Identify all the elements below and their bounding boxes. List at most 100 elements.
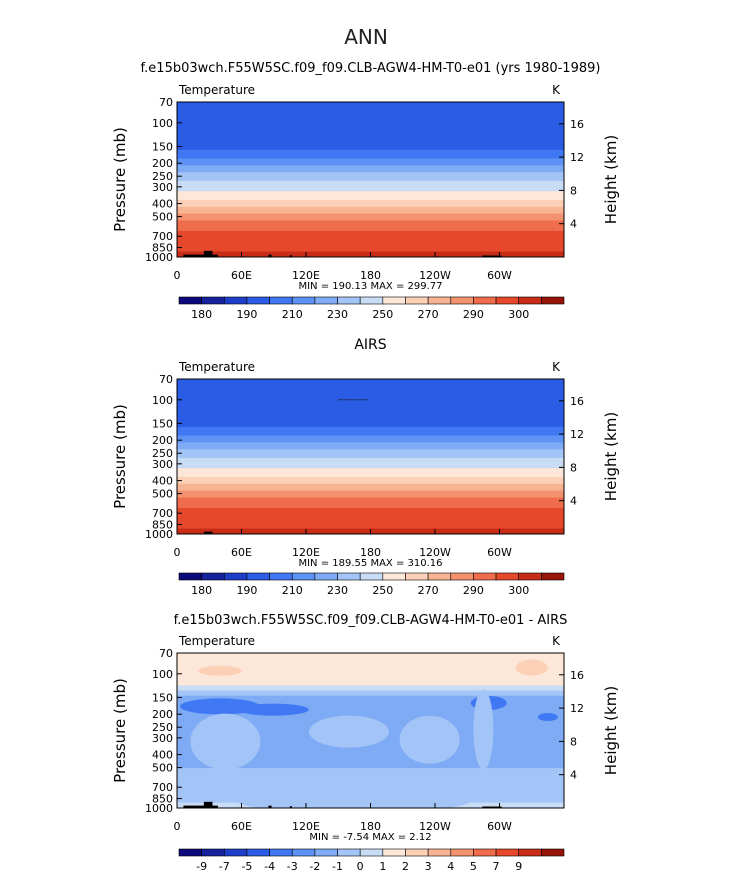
units-label: K: [552, 634, 561, 648]
colorbar-box: [246, 296, 270, 305]
y-tick-label: 300: [152, 732, 173, 745]
colorbar-label: -5: [241, 860, 252, 872]
colorbar-box: [201, 848, 225, 857]
terrain-2: [203, 250, 213, 257]
colorbar-label: 250: [372, 308, 393, 321]
contour-fill: [177, 653, 564, 808]
y-tick-label: 700: [152, 507, 173, 520]
y-axis-label-right: Height (km): [602, 135, 620, 224]
x-tick-label: 60E: [231, 546, 252, 559]
colorbar-box: [201, 296, 225, 305]
colorbar-box: [359, 296, 384, 305]
colorbar-box: [450, 296, 474, 305]
height-tick-label: 16: [570, 395, 584, 408]
colorbar-label: 180: [191, 308, 212, 321]
colorbar-label: 250: [372, 584, 393, 597]
variable-label: Temperature: [178, 83, 255, 97]
x-tick-label: 120E: [292, 546, 320, 559]
x-tick-label: 60W: [487, 269, 512, 282]
colorbar-box: [541, 296, 565, 305]
colorbar: 180 190 210 230 250 270 290 300: [178, 296, 565, 321]
colorbar-label: 230: [327, 308, 348, 321]
y-tick-label: 300: [152, 458, 173, 471]
x-tick-label: 180: [360, 269, 381, 282]
colorbar-box: [201, 572, 225, 581]
x-tick-label: 180: [360, 820, 381, 833]
y-tick-label: 400: [152, 198, 173, 211]
colorbar-label: -3: [287, 860, 298, 872]
colorbar-box: [427, 296, 452, 305]
x-tick-label: 0: [174, 820, 181, 833]
y-tick-label: 150: [152, 417, 173, 430]
terrain-5: [482, 806, 502, 808]
height-tick-label: 12: [570, 151, 584, 164]
min-max-text: MIN = 190.13 MAX = 299.77: [298, 281, 442, 292]
colorbar-box: [518, 296, 542, 305]
colorbar-box: [314, 572, 338, 581]
colorbar-label: 270: [418, 308, 439, 321]
colorbar-box: [337, 572, 361, 581]
colorbar-box: [178, 572, 202, 581]
colorbar-box: [291, 848, 316, 857]
colorbar-box: [223, 848, 248, 857]
colorbar-label: 180: [191, 584, 212, 597]
colorbar-box: [405, 848, 429, 857]
variable-label: Temperature: [178, 634, 255, 648]
units-label: K: [552, 83, 561, 97]
page-title: ANN: [344, 25, 388, 49]
x-tick-label: 120E: [292, 820, 320, 833]
height-tick-label: 4: [570, 218, 577, 231]
y-tick-label: 400: [152, 749, 173, 762]
colorbar-box: [541, 572, 565, 581]
colorbar-label: 230: [327, 584, 348, 597]
y-axis-label: Pressure (mb): [111, 127, 129, 232]
colorbar-box: [427, 572, 452, 581]
terrain-4: [289, 255, 293, 257]
y-tick-label: 850: [152, 519, 173, 532]
colorbar: 180 190 210 230 250 270 290 300: [178, 572, 565, 597]
contour-fill: [177, 102, 564, 257]
colorbar-label: 270: [418, 584, 439, 597]
colorbar-box: [314, 296, 338, 305]
colorbar-box: [178, 296, 202, 305]
colorbar-label: 210: [282, 308, 303, 321]
colorbar-box: [269, 572, 293, 581]
colorbar-box: [473, 296, 497, 305]
y-tick-label: 1000: [145, 251, 173, 264]
colorbar-box: [269, 848, 293, 857]
min-max-text: MIN = 189.55 MAX = 310.16: [298, 558, 442, 569]
colorbar-box: [382, 572, 406, 581]
colorbar-box: [405, 296, 429, 305]
colorbar-box: [450, 572, 474, 581]
colorbar-label: 1: [379, 860, 386, 872]
y-tick-label: 70: [159, 96, 173, 109]
y-tick-label: 300: [152, 181, 173, 194]
y-axis-label-right: Height (km): [602, 412, 620, 501]
colorbar-box: [495, 296, 520, 305]
chart-panel-1: f.e15b03wch.F55W5SC.f09_f09.CLB-AGW4-HM-…: [111, 61, 620, 321]
height-tick-label: 8: [570, 184, 577, 197]
colorbar-label: -7: [219, 860, 230, 872]
colorbar-box: [427, 848, 452, 857]
y-tick-label: 150: [152, 140, 173, 153]
chart-title: f.e15b03wch.F55W5SC.f09_f09.CLB-AGW4-HM-…: [141, 61, 601, 76]
y-tick-label: 400: [152, 475, 173, 488]
chart-title: AIRS: [354, 337, 386, 353]
y-tick-label: 200: [152, 708, 173, 721]
colorbar-box: [337, 296, 361, 305]
height-tick-label: 16: [570, 669, 584, 682]
y-tick-label: 700: [152, 781, 173, 794]
colorbar-label: 210: [282, 584, 303, 597]
colorbar-label: 290: [463, 584, 484, 597]
colorbar-box: [246, 848, 270, 857]
colorbar-box: [359, 848, 384, 857]
variable-label: Temperature: [178, 360, 255, 374]
y-tick-label: 100: [152, 394, 173, 407]
colorbar-label: 300: [508, 308, 529, 321]
y-tick-label: 1000: [145, 802, 173, 815]
colorbar-label: -4: [264, 860, 275, 872]
y-tick-label: 100: [152, 117, 173, 130]
y-tick-label: 850: [152, 242, 173, 255]
terrain-1: [183, 805, 218, 808]
height-tick-label: 4: [570, 495, 577, 508]
